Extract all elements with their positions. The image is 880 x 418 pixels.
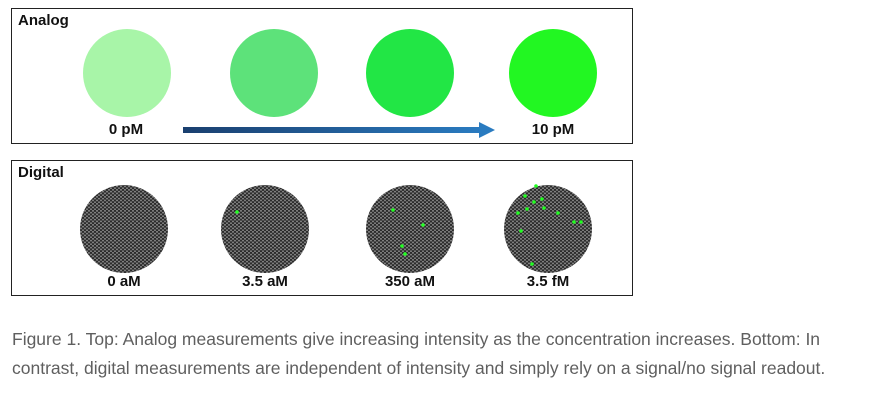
signal-spot <box>532 200 536 204</box>
signal-spot <box>556 211 560 215</box>
digital-label-1: 0 aM <box>107 273 141 290</box>
digital-title: Digital <box>18 164 64 181</box>
analog-label-start: 0 pM <box>108 121 144 138</box>
signal-spot <box>540 197 544 201</box>
signal-spot <box>391 208 395 212</box>
signal-spot <box>525 207 529 211</box>
digital-label-2: 3.5 aM <box>242 273 288 290</box>
digital-well-4 <box>504 184 592 273</box>
analog-circle-3 <box>366 29 454 117</box>
digital-label-3: 350 aM <box>384 273 436 290</box>
digital-wells <box>80 184 592 273</box>
signal-spot <box>579 220 583 224</box>
signal-spot <box>572 220 576 224</box>
digital-well-2 <box>221 185 309 273</box>
digital-well-3 <box>366 185 454 273</box>
analog-circle-1 <box>83 29 171 117</box>
signal-spot <box>519 229 523 233</box>
signal-spot <box>516 211 520 215</box>
analog-label-end: 10 pM <box>531 121 575 138</box>
analog-circle-2 <box>230 29 318 117</box>
signal-spot <box>523 194 527 198</box>
figure-caption: Figure 1. Top: Analog measurements give … <box>12 329 826 378</box>
concentration-arrow <box>183 122 495 138</box>
signal-spot <box>542 206 546 210</box>
signal-spot <box>530 262 534 266</box>
signal-spot <box>534 184 538 188</box>
analog-title: Analog <box>18 12 69 29</box>
analog-circle-4 <box>509 29 597 117</box>
signal-spot <box>400 244 404 248</box>
digital-label-4: 3.5 fM <box>526 273 570 290</box>
signal-spot <box>403 252 407 256</box>
digital-well-1 <box>80 185 168 273</box>
signal-spot <box>421 223 425 227</box>
signal-spot <box>235 210 239 214</box>
